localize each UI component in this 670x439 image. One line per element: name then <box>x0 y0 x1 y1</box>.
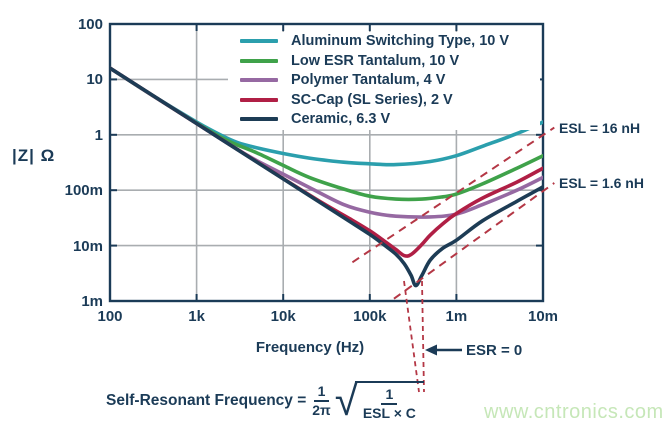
y-tick-label-100m: 100m <box>64 182 103 200</box>
esr-zero-label: ESR = 0 <box>466 342 523 359</box>
y-tick-label-10m: 10m <box>72 237 103 255</box>
formula-square-root: √ 1 ESL × C <box>334 377 424 424</box>
formula-inner-numerator: 1 <box>381 386 398 405</box>
esr-zero-funnel-lines <box>403 280 425 393</box>
x-axis-title: Frequency (Hz) <box>255 339 365 356</box>
curve-4 <box>110 66 543 288</box>
x-tick-label-1k: 1k <box>188 308 205 325</box>
esl-reference-line-1 <box>393 182 555 300</box>
legend-label: Ceramic, 6.3 V <box>291 111 391 127</box>
legend-item-2: Polymer Tantalum, 4 V <box>240 71 445 89</box>
plot-border <box>108 22 545 303</box>
y-tick-label-100: 100 <box>77 16 103 33</box>
legend-label: Polymer Tantalum, 4 V <box>291 72 446 88</box>
y-tick-label-10: 10 <box>86 71 103 89</box>
site-watermark: www.cntronics.com <box>484 401 664 423</box>
y-axis-title: |Z| Ω <box>12 146 56 165</box>
legend-item-0: Aluminum Switching Type, 10 V <box>240 32 509 50</box>
esl-reference-line-0 <box>351 126 555 264</box>
legend-label: Aluminum Switching Type, 10 V <box>291 33 510 49</box>
legend-line-swatch <box>240 117 278 121</box>
formula-radicand: 1 ESL × C <box>354 381 424 421</box>
legend-label: Low ESR Tantalum, 10 V <box>291 52 460 69</box>
formula-outer-fraction: 1 2π <box>312 384 331 418</box>
x-tick-label-10m: 10m <box>527 308 559 325</box>
formula-inner-denominator: ESL × C <box>362 404 416 421</box>
y-tick-label-1m: 1m <box>81 293 103 310</box>
legend-item-1: Low ESR Tantalum, 10 V <box>240 52 459 70</box>
legend-line-swatch <box>240 39 278 43</box>
formula-outer-numerator: 1 <box>313 384 330 402</box>
esl-1p6nh-label: ESL = 1.6 nH <box>559 174 644 191</box>
legend-item-3: SC-Cap (SL Series), 2 V <box>240 91 453 109</box>
x-tick-label-1m: 1m <box>445 308 468 325</box>
legend-label: SC-Cap (SL Series), 2 V <box>291 91 453 108</box>
esl-16nh-label: ESL = 16 nH <box>559 119 641 136</box>
x-tick-label-100k: 100k <box>353 308 387 325</box>
x-tick-label-10k: 10k <box>270 308 296 325</box>
y-tick-label-1: 1 <box>94 126 103 144</box>
legend-line-swatch <box>240 78 278 82</box>
chart-legend: Aluminum Switching Type, 10 V Low ESR Tan… <box>228 32 540 130</box>
legend-line-swatch <box>240 58 278 63</box>
self-resonant-frequency-formula: Self-Resonant Frequency = 1 2π √ 1 ESL ×… <box>106 377 424 424</box>
formula-prefix: Self-Resonant Frequency = <box>106 392 307 409</box>
formula-outer-denominator: 2π <box>312 402 331 418</box>
x-tick-label-100: 100 <box>97 308 123 325</box>
esr-zero-arrow-icon <box>425 344 462 356</box>
legend-line-swatch <box>240 97 278 102</box>
radical-sign-icon: √ <box>334 377 358 424</box>
formula-inner-fraction: 1 ESL × C <box>362 386 416 421</box>
series-curves <box>110 66 543 288</box>
legend-item-4: Ceramic, 6.3 V <box>240 110 390 128</box>
